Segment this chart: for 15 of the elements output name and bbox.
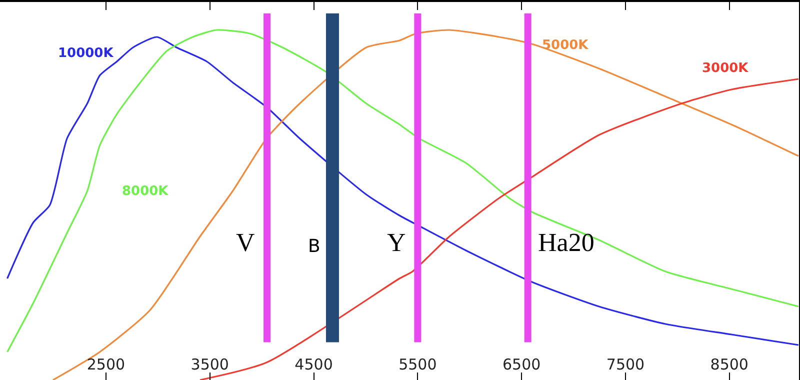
series-label: 3000K — [702, 61, 750, 76]
x-tick-label: 7500 — [606, 355, 645, 374]
x-tick-label: 3500 — [190, 355, 229, 374]
x-tick-label: 4500 — [294, 355, 333, 374]
ref-line-label: Ha20 — [538, 228, 594, 257]
ref-line-label: Y — [387, 228, 406, 257]
x-tick-label: 8500 — [710, 355, 748, 374]
ref-line-label: V — [236, 228, 255, 257]
x-tick-label: 5500 — [398, 355, 437, 374]
x-tick-label: 2500 — [86, 355, 126, 374]
x-tick-label: 6500 — [502, 355, 541, 374]
series-label: 10000K — [58, 46, 114, 61]
ref-line-label: B — [308, 236, 320, 257]
series-label: 5000K — [542, 38, 590, 53]
text: 8000K — [122, 184, 170, 199]
